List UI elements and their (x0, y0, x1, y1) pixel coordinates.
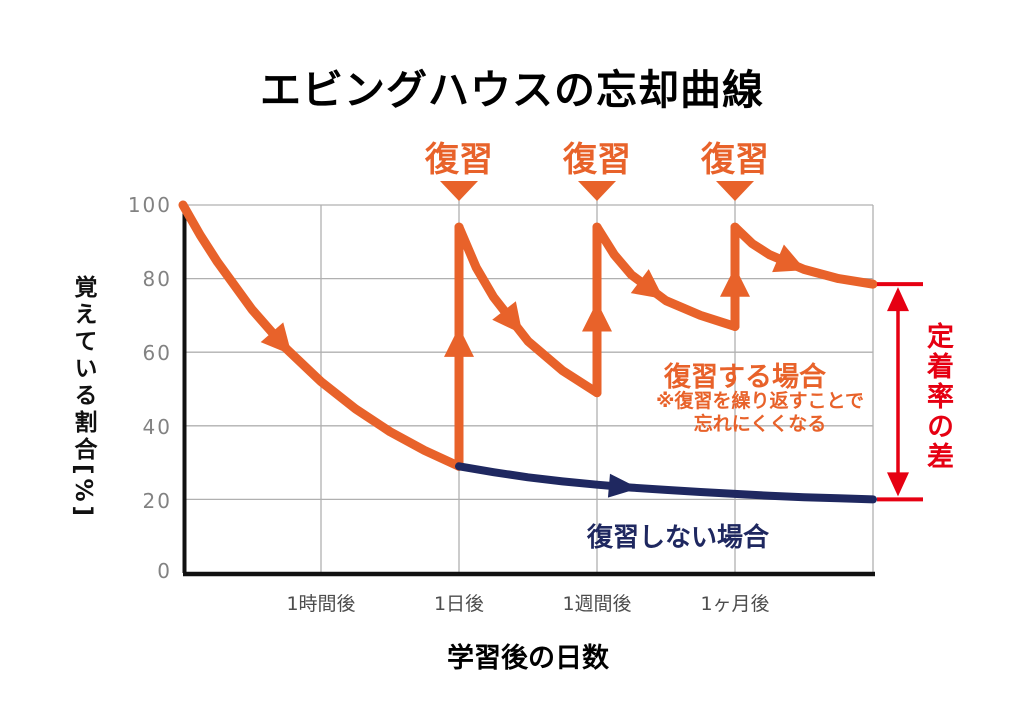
y-tick-40: 40 (142, 415, 172, 439)
with-review-note: ※復習を繰り返すことで 忘れにくくなる (645, 390, 875, 436)
x-axis-title: 学習後の日数 (447, 643, 609, 674)
x-tick-1month: 1ヶ月後 (700, 593, 770, 615)
y-axis-title: 覚えている割合[%] (70, 275, 96, 521)
review-marker-label-3: 復習 (701, 140, 769, 180)
x-tick-1week: 1週間後 (562, 593, 632, 615)
x-tick-1hour: 1時間後 (286, 593, 356, 615)
with-review-label: 復習する場合 (664, 362, 826, 393)
y-tick-100: 100 (127, 193, 172, 217)
review-marker-label-2: 復習 (563, 140, 631, 180)
y-tick-60: 60 (142, 341, 172, 365)
x-tick-1day: 1日後 (433, 593, 485, 615)
y-tick-80: 80 (142, 267, 172, 291)
without-review-label: 復習しない場合 (586, 523, 769, 553)
page-title: エビングハウスの忘却曲線 (260, 66, 764, 114)
with-review-note-line1: ※復習を繰り返すことで (656, 390, 864, 412)
with-review-note-line2: 忘れにくくなる (693, 413, 827, 435)
y-tick-20: 20 (142, 489, 172, 513)
review-marker-label-1: 復習 (425, 140, 493, 180)
retention-gap-label: 定着率の差 (922, 322, 953, 472)
y-tick-0: 0 (157, 559, 172, 583)
